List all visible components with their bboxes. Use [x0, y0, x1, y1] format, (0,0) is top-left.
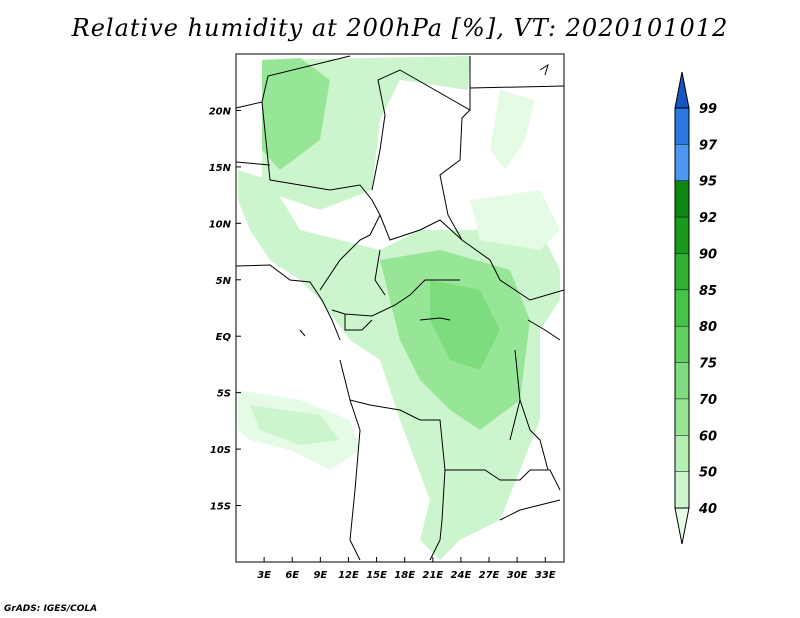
colorbar-label: 92: [699, 211, 717, 226]
y-tick-label: 20N: [209, 106, 232, 117]
country-border: [509, 349, 521, 441]
colorbar-segment: [675, 435, 689, 472]
country-border: [527, 319, 561, 341]
x-tick-label: 9E: [313, 570, 327, 581]
grads-credit: GrADS: IGES/COLA: [4, 604, 98, 614]
country-border: [445, 469, 561, 491]
country-border: [439, 109, 471, 241]
colorbar-segment: [675, 217, 689, 254]
colorbar-label: 75: [699, 357, 717, 372]
colorbar-segment: [675, 398, 689, 436]
country-border: [469, 85, 565, 89]
colorbar-segment: [675, 289, 689, 327]
country-borders: [235, 55, 565, 561]
country-border: [379, 214, 463, 241]
colorbar-label: 90: [699, 247, 717, 262]
humidity-region: [430, 280, 500, 370]
colorbar-segment: [675, 253, 689, 290]
y-tick-label: 10S: [210, 445, 231, 456]
colorbar-segment: [675, 326, 689, 363]
y-tick-label: 10N: [209, 219, 232, 230]
country-border: [299, 329, 306, 337]
country-border: [235, 55, 351, 109]
colorbar-label: 80: [699, 320, 717, 335]
humidity-shading: [238, 56, 560, 560]
country-border: [319, 234, 371, 291]
y-tick-label: 5N: [216, 276, 232, 287]
colorbar-segment: [675, 471, 689, 508]
country-border: [235, 264, 341, 341]
colorbar-label: 95: [699, 175, 717, 190]
y-tick-label: 15N: [209, 163, 232, 174]
y-tick-label: 5S: [217, 389, 231, 400]
colorbar-label: 50: [699, 466, 717, 481]
humidity-region: [470, 190, 560, 250]
x-tick-label: 30E: [507, 570, 528, 581]
x-tick-label: 15E: [366, 570, 387, 581]
country-border: [261, 101, 271, 181]
colorbar-label: 70: [699, 393, 717, 408]
x-tick-label: 27E: [479, 570, 500, 581]
y-tick-label: EQ: [216, 332, 232, 343]
country-border: [235, 161, 271, 166]
colorbar-bottom-arrow: [674, 507, 690, 545]
country-border: [419, 317, 451, 321]
colorbar-label: 40: [698, 502, 717, 517]
x-tick-label: 12E: [338, 570, 359, 581]
colorbar: 40 50 60 70 75 80 85 90 92 95 97 99: [674, 71, 718, 545]
x-tick-label: 24E: [451, 570, 472, 581]
country-border: [349, 399, 361, 561]
x-tick-label: 33E: [535, 570, 556, 581]
colorbar-segment: [675, 108, 689, 145]
x-tick-label: 21E: [422, 570, 443, 581]
humidity-region: [490, 90, 535, 170]
colorbar-label: 97: [699, 138, 718, 153]
map-title: Relative humidity at 200hPa [%], VT: 202…: [71, 14, 729, 42]
x-tick-label: 6E: [285, 570, 299, 581]
colorbar-top-arrow: [674, 71, 690, 109]
country-border: [519, 399, 549, 471]
humidity-region: [250, 405, 340, 445]
colorbar-label: 60: [699, 429, 717, 444]
country-border: [374, 249, 386, 296]
colorbar-label: 99: [699, 102, 717, 117]
country-border: [499, 499, 561, 521]
x-tick-label: 3E: [257, 570, 271, 581]
map-frame: [235, 53, 565, 563]
country-border: [344, 314, 373, 331]
country-border: [539, 63, 549, 76]
x-axis-ticks: 3E 6E 9E 12E 15E 18E 21E 24E 27E 30E 33E: [257, 557, 556, 581]
y-tick-label: 15S: [210, 502, 231, 513]
colorbar-segment: [675, 144, 689, 181]
humidity-region: [262, 58, 330, 170]
colorbar-segment: [675, 362, 689, 399]
colorbar-segment: [675, 180, 689, 218]
country-border: [461, 239, 565, 301]
colorbar-label: 85: [699, 284, 717, 299]
country-border: [429, 469, 446, 561]
x-tick-label: 18E: [394, 570, 415, 581]
y-axis-ticks: 20N 15N 10N 5N EQ 5S 10S 15S: [209, 106, 241, 513]
